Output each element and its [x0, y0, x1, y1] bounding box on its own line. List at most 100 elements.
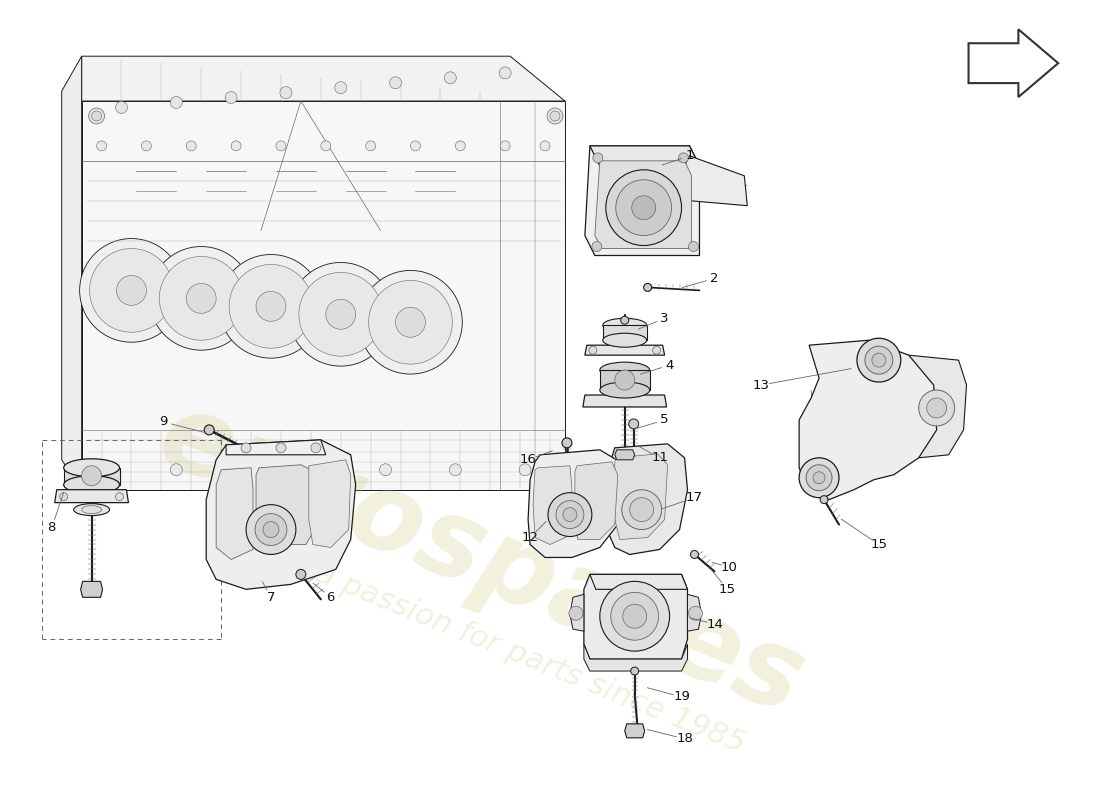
Text: 9: 9: [160, 415, 167, 429]
Text: 2: 2: [711, 272, 718, 285]
Circle shape: [276, 443, 286, 453]
Polygon shape: [590, 146, 700, 166]
Circle shape: [410, 141, 420, 151]
Circle shape: [310, 464, 322, 476]
Circle shape: [226, 91, 238, 103]
Circle shape: [89, 249, 174, 332]
Text: 19: 19: [673, 690, 690, 703]
Circle shape: [89, 466, 104, 482]
Text: 12: 12: [521, 531, 539, 544]
Circle shape: [918, 390, 955, 426]
Circle shape: [547, 466, 563, 482]
Ellipse shape: [600, 362, 650, 378]
Text: 7: 7: [266, 591, 275, 604]
Polygon shape: [87, 476, 97, 505]
Polygon shape: [256, 465, 321, 545]
Polygon shape: [688, 594, 702, 631]
Polygon shape: [570, 594, 584, 631]
Circle shape: [263, 522, 279, 538]
Circle shape: [629, 498, 653, 522]
Polygon shape: [615, 450, 635, 460]
Polygon shape: [603, 326, 647, 340]
Text: 8: 8: [47, 521, 56, 534]
Circle shape: [334, 82, 346, 94]
Polygon shape: [608, 444, 688, 554]
Circle shape: [588, 346, 597, 354]
Circle shape: [550, 470, 560, 480]
Circle shape: [256, 291, 286, 322]
Circle shape: [500, 141, 510, 151]
Circle shape: [79, 238, 184, 342]
Circle shape: [621, 490, 661, 530]
Circle shape: [255, 514, 287, 546]
Polygon shape: [680, 156, 747, 206]
Circle shape: [116, 493, 123, 501]
Circle shape: [563, 508, 576, 522]
Circle shape: [116, 102, 128, 114]
Circle shape: [240, 464, 252, 476]
Polygon shape: [595, 161, 692, 249]
Circle shape: [100, 464, 112, 476]
Circle shape: [519, 464, 531, 476]
Circle shape: [644, 283, 651, 291]
Circle shape: [540, 141, 550, 151]
Circle shape: [170, 464, 183, 476]
Text: eurospares: eurospares: [143, 382, 817, 737]
Circle shape: [593, 153, 603, 163]
Circle shape: [455, 141, 465, 151]
Ellipse shape: [603, 334, 647, 347]
Polygon shape: [206, 440, 355, 590]
Circle shape: [59, 493, 68, 501]
Polygon shape: [585, 146, 700, 255]
Text: 1: 1: [685, 150, 694, 162]
Circle shape: [205, 425, 214, 435]
Polygon shape: [227, 440, 326, 455]
Circle shape: [91, 470, 101, 480]
Ellipse shape: [74, 504, 110, 515]
Circle shape: [689, 606, 703, 620]
Circle shape: [229, 265, 312, 348]
Ellipse shape: [64, 476, 120, 494]
Circle shape: [89, 108, 104, 124]
Circle shape: [289, 262, 393, 366]
Circle shape: [631, 196, 656, 220]
Circle shape: [610, 592, 659, 640]
Circle shape: [359, 270, 462, 374]
Polygon shape: [583, 395, 667, 407]
Polygon shape: [590, 574, 688, 590]
Circle shape: [279, 86, 292, 98]
Polygon shape: [64, 468, 120, 485]
Circle shape: [276, 141, 286, 151]
Circle shape: [91, 111, 101, 121]
Circle shape: [569, 606, 583, 620]
Circle shape: [857, 338, 901, 382]
Circle shape: [615, 370, 635, 390]
Circle shape: [117, 275, 146, 306]
Polygon shape: [81, 56, 565, 101]
Polygon shape: [799, 340, 937, 500]
Text: 17: 17: [686, 491, 703, 504]
Circle shape: [321, 141, 331, 151]
Circle shape: [623, 604, 647, 628]
Text: 6: 6: [327, 591, 336, 604]
Circle shape: [299, 273, 383, 356]
Circle shape: [444, 72, 456, 84]
Text: 16: 16: [519, 454, 537, 466]
Circle shape: [150, 246, 253, 350]
Polygon shape: [309, 460, 351, 547]
Circle shape: [652, 346, 661, 354]
Text: 11: 11: [651, 451, 668, 464]
Polygon shape: [217, 468, 253, 559]
Circle shape: [296, 570, 306, 579]
Circle shape: [548, 493, 592, 537]
Circle shape: [689, 242, 698, 251]
Circle shape: [160, 257, 243, 340]
Ellipse shape: [81, 506, 101, 514]
Circle shape: [246, 505, 296, 554]
Circle shape: [499, 67, 512, 79]
Text: 15: 15: [719, 583, 736, 596]
Circle shape: [368, 281, 452, 364]
Circle shape: [865, 346, 893, 374]
Circle shape: [379, 464, 392, 476]
Circle shape: [616, 180, 672, 235]
